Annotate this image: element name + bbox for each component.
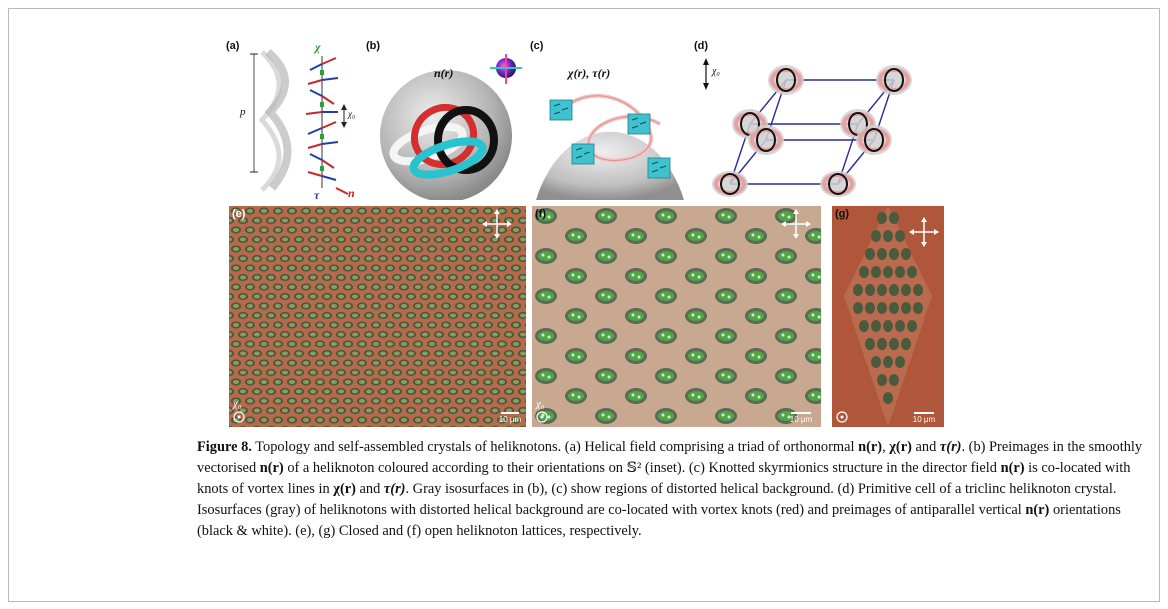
panel-g: (g) 10 μm [832,206,944,427]
tau-vector: τ(r) [383,481,406,497]
chi-vector: χ(r) [889,439,912,455]
panel-c: (c) χ(r), τ(r) [530,40,690,200]
chi-label: χ [315,40,321,54]
n-vector: n(r) [1025,502,1050,518]
panel-c-label: (c) [530,40,544,52]
panel-a-label: (a) [226,40,240,52]
panel-g-label: (g) [835,208,850,220]
scale-bar-f: 10 μm [786,412,816,424]
panel-f-label: (f) [535,208,546,220]
micrograph-e [229,206,526,427]
panel-d: (d) χ₀ [694,40,949,200]
n-field-label: n(r) [434,66,454,80]
panel-e-label: (e) [232,208,246,220]
chi0-label: χ₀ [536,398,545,410]
preimage-sphere [380,54,522,200]
chi-vector: χ(r) [333,481,356,497]
n-vector: n(r) [1000,460,1025,476]
lattice-cell-diagram [703,58,912,197]
caption-text: and [355,481,384,497]
sphere-symbol: 𝕊² [626,460,642,476]
panel-b: (b) n(r) [366,40,524,200]
caption-text: . Gray isosurfaces in (b), (c) show regi… [197,481,1117,518]
scale-label: 10 μm [789,415,813,424]
chi0-label: χ₀ [233,398,242,410]
knot-sphere [536,93,684,200]
figure-caption: Figure 8. Topology and self-assembled cr… [197,439,1143,539]
caption-text: Topology and self-assembled crystals of … [251,439,859,455]
panel-b-label: (b) [366,40,381,52]
chi0-label: χ₀ [348,109,356,119]
scale-bar-e: 10 μm [497,412,523,424]
caption-text: and [911,439,940,455]
pitch-label: p [240,106,246,118]
scale-label: 10 μm [498,415,522,424]
micrograph-f [532,206,821,427]
micrograph-g [832,206,944,427]
caption-text: of a heliknoton coloured according to th… [283,460,627,476]
n-vector: n(r) [259,460,284,476]
panel-f: (f) χ₀ 10 μm [532,206,821,427]
chi-tau-field-label: χ(r), τ(r) [568,66,611,80]
figure-label: Figure 8. [197,439,252,455]
panel-e: (e) χ₀ 10 μm [229,206,526,427]
n-label: n [348,186,355,200]
tau-label: τ [314,188,320,202]
caption-text: (inset). (c) Knotted skyrmionics structu… [641,460,1001,476]
helix-diagram [250,48,349,195]
scale-label: 10 μm [912,415,936,424]
caption-text: is co-located with knots of vortex lines… [197,460,1131,497]
caption-text: . (b) Preimages in the smoothly vectoris… [197,439,1143,476]
chi0-label: χ₀ [712,66,720,77]
panel-d-label: (d) [694,40,709,52]
tau-vector: τ(r) [939,439,962,455]
scale-bar-g: 10 μm [908,412,940,424]
n-vector: n(r) [858,439,883,455]
caption-text: orientations (black & white). (e), (g) C… [197,502,1121,539]
panel-a: (a) χ p χ₀ τ n [226,40,366,202]
